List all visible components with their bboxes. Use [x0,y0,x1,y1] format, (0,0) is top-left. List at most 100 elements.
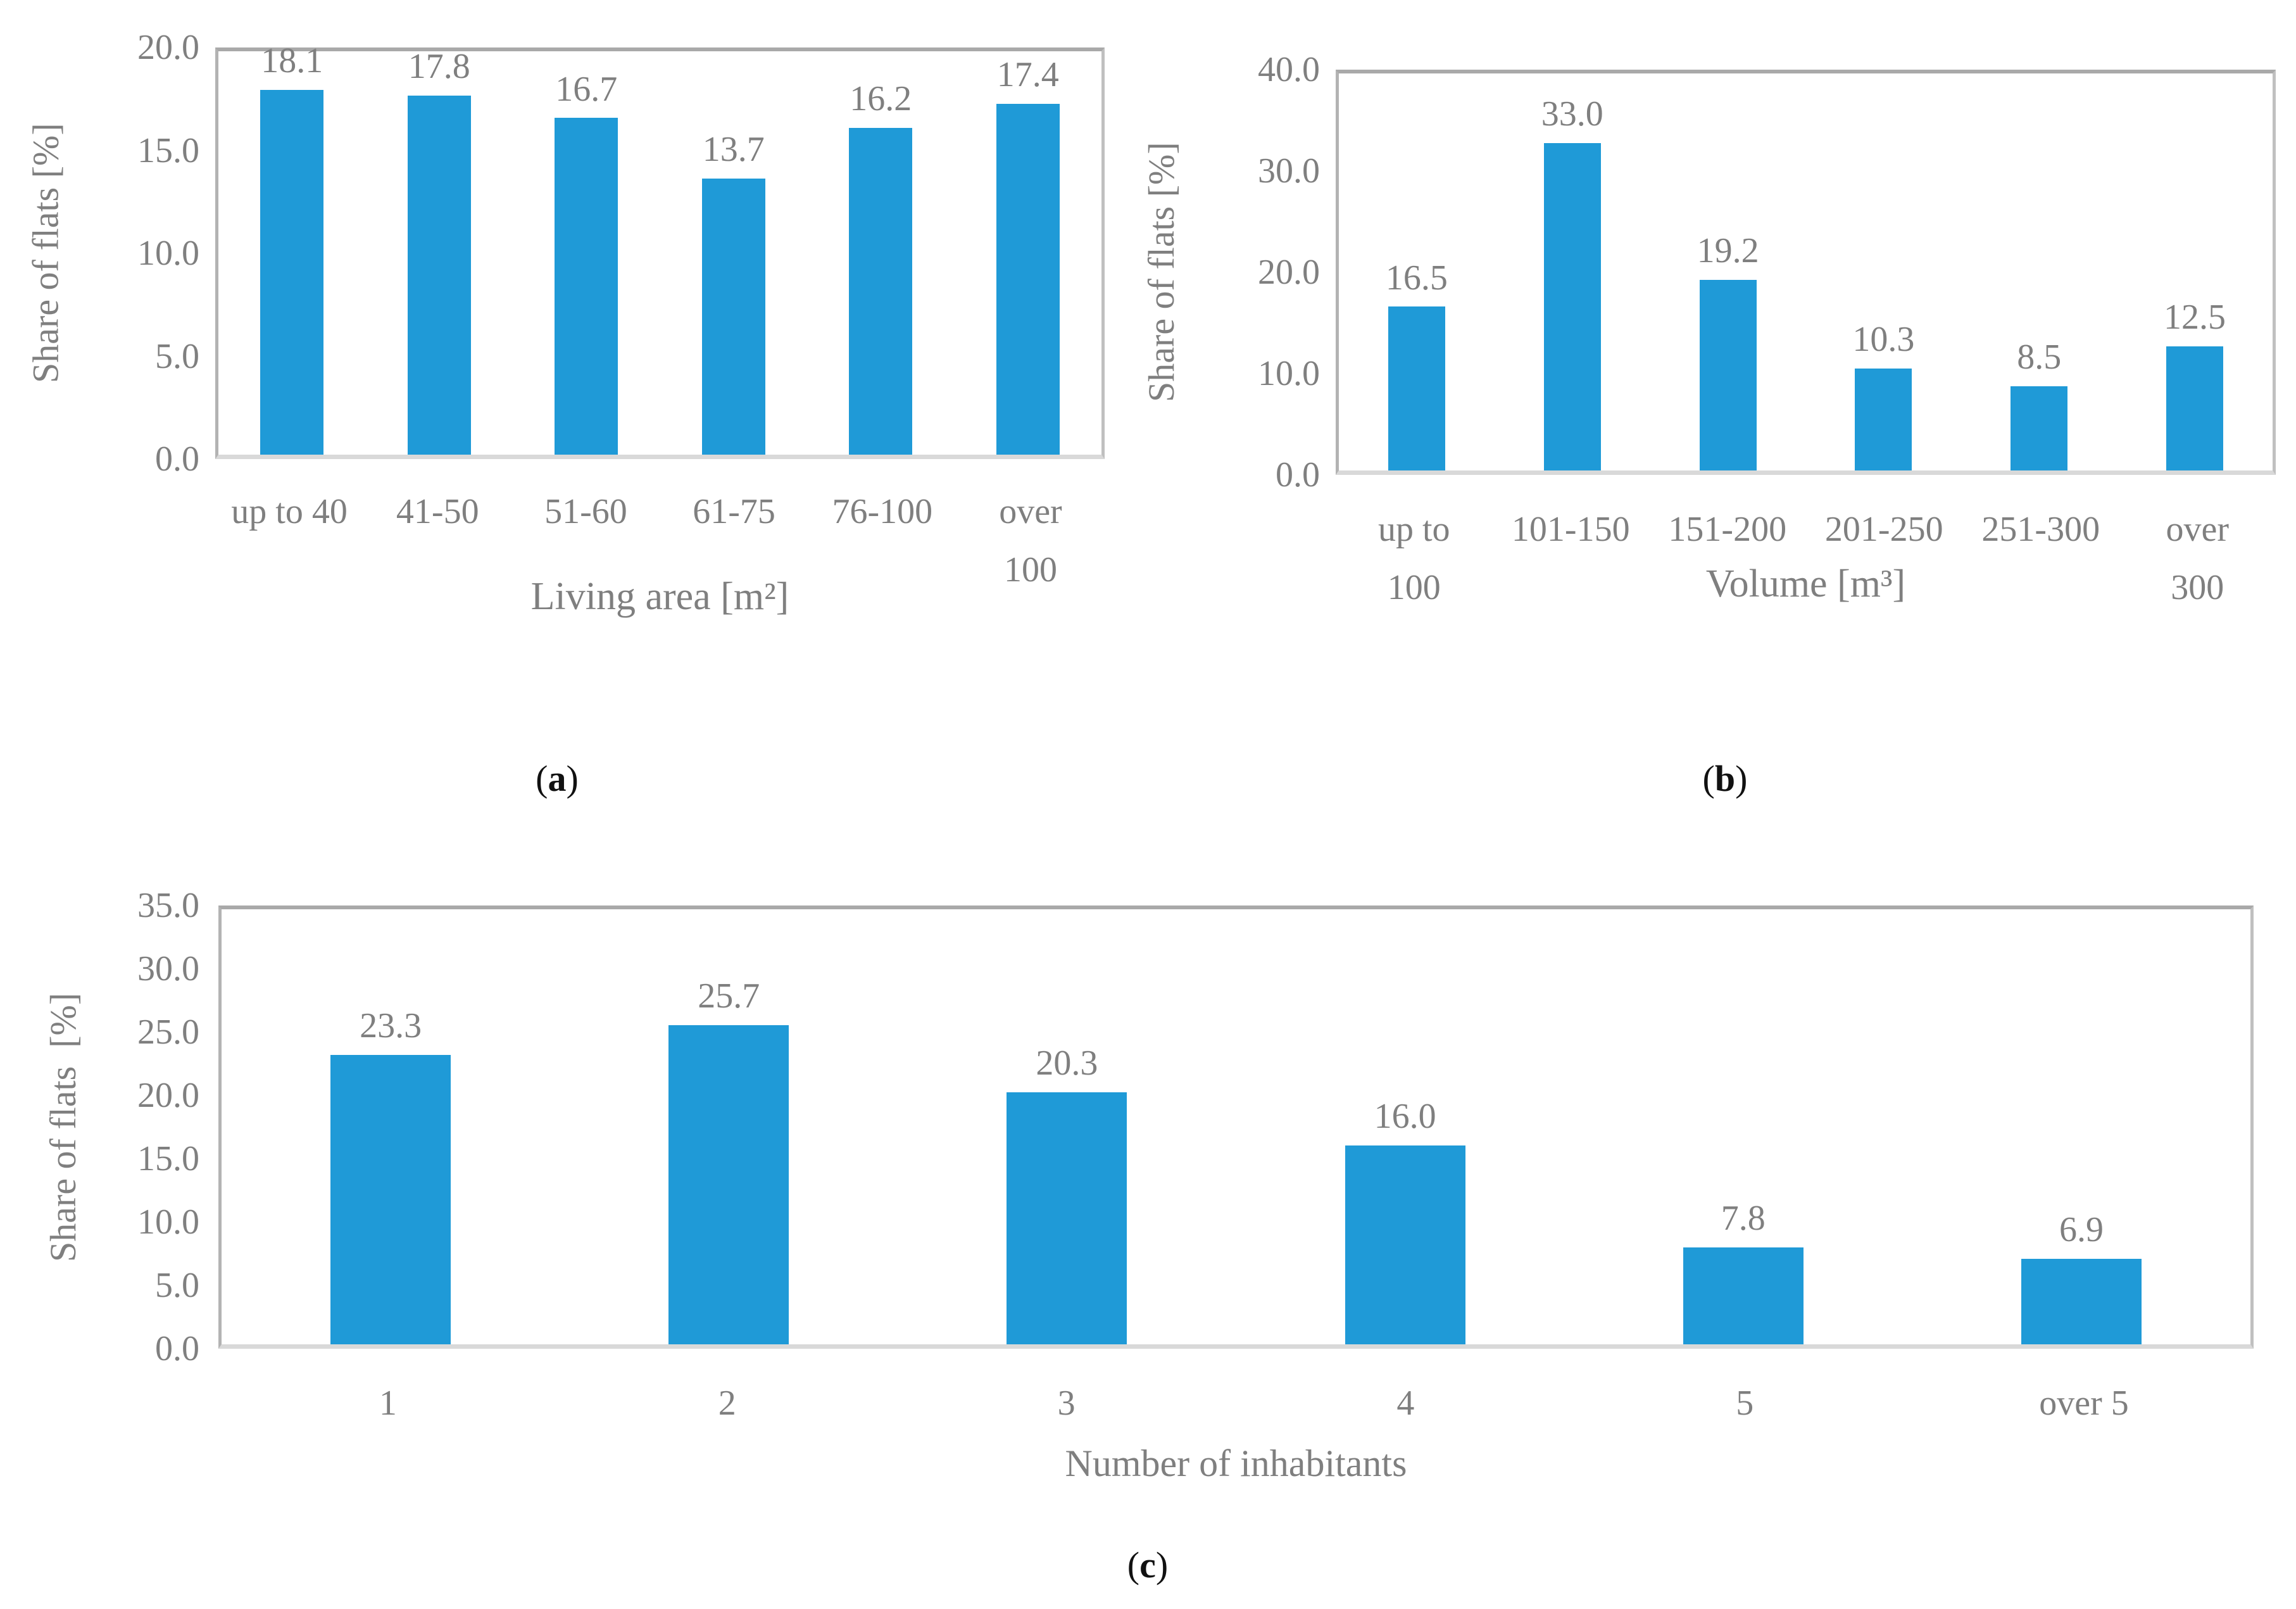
bar-slot: 19.2 [1650,73,1806,470]
bar [1543,142,1601,470]
x-tick-label: 61-75 [693,492,775,531]
bar-value-label: 12.5 [2164,298,2226,338]
y-tick-label: 40.0 [1258,50,1320,89]
y-tick-label: 0.0 [155,1329,199,1368]
bar [1855,368,1912,470]
bar-value-label: 16.2 [850,79,912,119]
bar-slot: 17.8 [366,47,513,455]
bar-slot: 18.1 [218,41,366,455]
bar-slot: 23.3 [222,909,560,1344]
x-tick-label: over 5 [2039,1384,2129,1423]
x-tick-label: 251-300 [1981,510,2100,549]
bar-slot: 13.7 [660,51,808,455]
bar-slot: 33.0 [1495,73,1650,470]
bar [1699,280,1757,470]
plot-area: 23.3 25.7 20.3 16.0 7.8 6.9 [218,905,2254,1349]
bar-value-label: 6.9 [2059,1209,2104,1249]
y-tick-label: 30.0 [1258,151,1320,191]
caption-letter: a [548,758,567,799]
x-tick-label: 3 [1057,1384,1076,1423]
y-tick-label: 30.0 [137,949,199,988]
bar-slot: 7.8 [1574,909,1912,1344]
bar-value-label: 33.0 [1541,94,1603,134]
x-tick-label: 76-100 [832,492,933,531]
plot-area: 16.5 33.0 19.2 10.3 8.5 12.5 [1336,70,2276,475]
x-axis-title: Number of inhabitants [1065,1442,1407,1484]
bar-value-label: 10.3 [1852,319,1915,359]
x-tick-label: 151-200 [1668,510,1787,549]
y-axis-title: Share of flats [%] [42,992,84,1262]
bar-slot: 16.0 [1236,909,1574,1344]
y-tick-label: 15.0 [137,130,199,170]
y-tick-label: 15.0 [137,1139,199,1178]
bar [1007,1092,1127,1344]
bar [668,1025,789,1344]
y-tick-label: 25.0 [137,1013,199,1052]
bar [330,1054,451,1344]
y-tick-label: 5.0 [155,1266,199,1305]
y-tick-label: 5.0 [155,336,199,376]
x-axis-title: Living area [m²] [530,575,789,618]
bar-value-label: 16.7 [555,69,618,109]
caption-paren-open: ( [1702,758,1715,799]
x-tick-label: over 100 [999,492,1062,590]
y-axis-tick-labels: 35.0 30.0 25.0 20.0 15.0 10.0 5.0 0.0 [73,888,199,1366]
bar [555,118,618,455]
bar [2166,346,2224,470]
y-axis-tick-labels: 40.0 30.0 20.0 10.0 0.0 [1193,52,1320,493]
bar-slot: 8.5 [1961,73,2117,470]
y-tick-label: 0.0 [1276,455,1320,495]
x-tick-label: 4 [1396,1384,1415,1423]
y-tick-label: 10.0 [1258,354,1320,393]
panel-caption-a: (a) [536,757,579,800]
bar-slot: 25.7 [560,909,898,1344]
y-axis-title: Share of flats [%] [1141,142,1182,403]
y-axis-title: Share of flats [%] [25,123,66,384]
x-tick-label: 41-50 [396,492,479,531]
caption-paren-close: ) [566,758,579,799]
bar [2021,1258,2142,1344]
caption-paren-close: ) [1155,1544,1169,1586]
x-axis-tick-labels: up to 40 41-50 51-60 61-75 76-100 over 100 [215,483,1105,599]
y-tick-label: 10.0 [137,1202,199,1242]
bar [1345,1145,1465,1344]
bar [701,178,765,455]
bar-slot: 16.7 [513,51,660,455]
bar-value-label: 13.7 [702,130,765,170]
bar-value-label: 20.3 [1036,1043,1098,1083]
bar [2011,386,2068,470]
bar-slot: 10.3 [1805,73,1961,470]
y-tick-label: 35.0 [137,886,199,925]
x-tick-label: 101-150 [1511,510,1630,549]
x-tick-label: over 300 [2166,510,2229,607]
caption-paren-open: ( [1127,1544,1140,1586]
bar [996,103,1060,455]
bar-value-label: 17.4 [996,55,1059,95]
bar-slot: 16.2 [807,51,955,455]
caption-paren-open: ( [536,758,548,799]
bar [407,96,471,455]
panel-caption-c: (c) [1127,1544,1168,1586]
y-axis-tick-labels: 20.0 15.0 10.0 5.0 0.0 [63,30,199,477]
x-axis-tick-labels: 1 2 3 4 5 over 5 [218,1374,2254,1432]
y-tick-label: 20.0 [137,28,199,67]
caption-letter: c [1139,1544,1156,1586]
bar-value-label: 16.0 [1374,1097,1436,1137]
x-axis-title: Volume [m³] [1705,562,1906,605]
bar-value-label: 16.5 [1385,258,1448,298]
bar-value-label: 25.7 [698,976,760,1016]
x-tick-label: 201-250 [1824,510,1943,549]
bar-value-label: 17.8 [408,47,470,87]
bar-value-label: 7.8 [1721,1199,1766,1239]
bar-value-label: 18.1 [261,41,323,80]
bar-slot: 20.3 [898,909,1236,1344]
x-tick-label: 5 [1736,1384,1754,1423]
bar-slot: 6.9 [1912,909,2250,1344]
y-tick-label: 0.0 [155,439,199,479]
bar-slot: 17.4 [955,51,1102,455]
y-tick-label: 20.0 [137,1076,199,1115]
y-tick-label: 10.0 [137,234,199,273]
